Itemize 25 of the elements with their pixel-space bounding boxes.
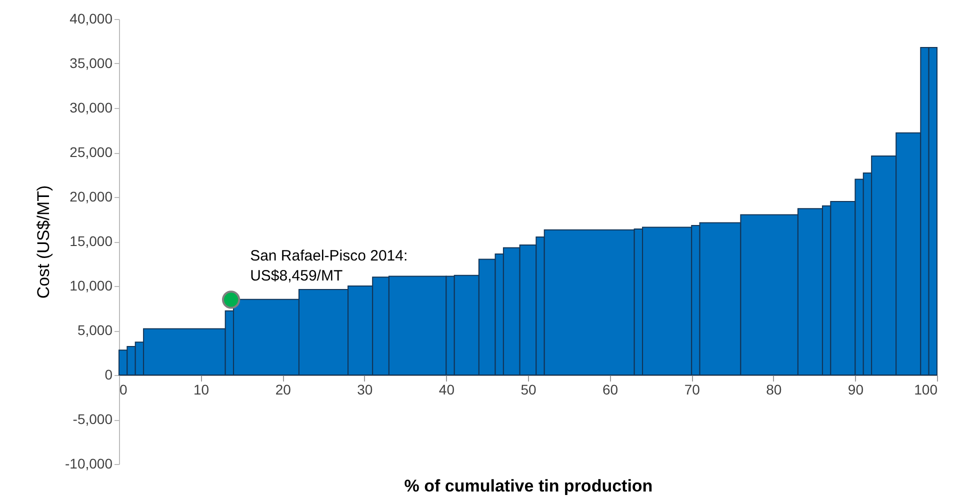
x-tick-label: 20 [275,382,292,398]
x-axis-title: % of cumulative tin production [404,476,653,496]
annotation: San Rafael-Pisco 2014: US$8,459/MT [250,248,408,285]
x-tick-label: 40 [438,382,455,398]
x-tick-label: 100 [914,382,938,398]
y-tick-label: 35,000 [70,55,113,71]
x-tick-label: 0 [120,382,128,398]
y-tick-label: 25,000 [70,144,113,160]
x-tick-label: 50 [520,382,536,398]
y-tick-label: -5,000 [72,411,113,427]
x-tick-label: 90 [848,382,864,398]
y-tick-label: -10,000 [65,456,113,472]
x-tick-label: 30 [357,382,373,398]
y-tick-label: 10,000 [70,278,113,294]
y-axis-title: Cost (US$/MT) [34,185,54,299]
y-tick-label: 30,000 [70,100,113,116]
x-tick-label: 70 [684,382,700,398]
x-tick-label: 80 [766,382,782,398]
y-tick-label: 20,000 [70,188,113,204]
y-tick-label: 5,000 [77,322,113,338]
x-tick-label: 60 [602,382,618,398]
y-tick-label: 40,000 [70,10,113,26]
y-tick-label: 0 [104,366,113,382]
x-tick-label: 10 [194,382,210,398]
y-tick-label: 15,000 [70,233,113,249]
